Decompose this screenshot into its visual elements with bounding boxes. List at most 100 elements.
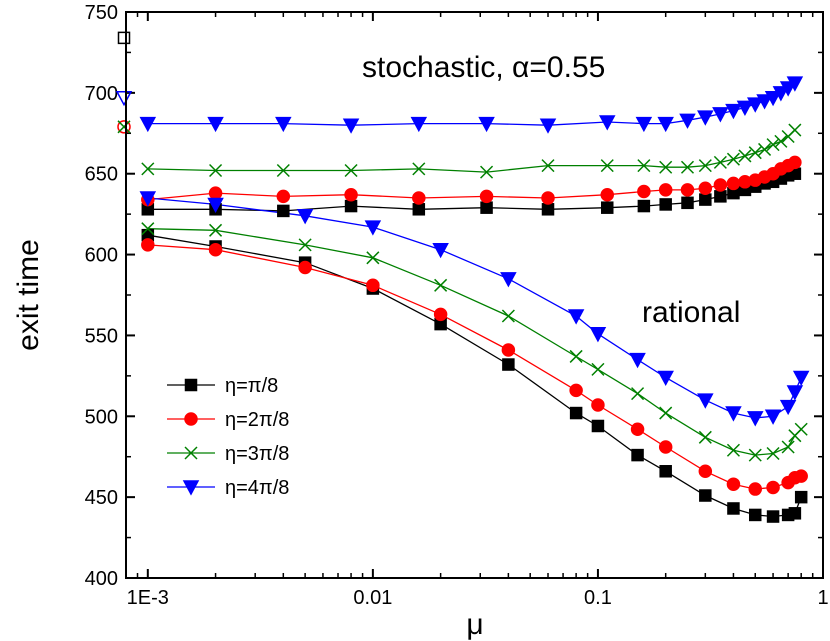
marker-stroke — [184, 446, 198, 460]
data-point-1-rational — [502, 358, 515, 371]
data-point-3-rational — [794, 422, 808, 436]
data-point-4-rational — [792, 370, 810, 387]
data-point-2-stochastic — [344, 187, 358, 202]
data-point-3-stochastic — [141, 162, 155, 176]
data-point-3-stochastic — [748, 146, 762, 160]
axis-open-marker — [117, 120, 131, 134]
marker-stroke — [774, 134, 788, 148]
legend: η=π/8 η=2π/8 η=3π/8 η=4π/8 — [167, 375, 289, 499]
data-point-1-rational — [794, 490, 808, 504]
data-point-1-rational — [591, 419, 605, 433]
marker-stroke — [726, 152, 740, 166]
data-point-3-stochastic — [276, 163, 290, 178]
data-point-4-rational — [432, 242, 449, 259]
marker-stroke — [766, 138, 780, 152]
data-point-4-stochastic — [478, 116, 495, 133]
x-tick-label: 0.1 — [584, 587, 612, 609]
data-point-2-stochastic — [541, 191, 555, 205]
data-point-3-stochastic — [412, 162, 426, 176]
data-point-2-rational — [366, 278, 380, 293]
marker-stroke — [680, 160, 695, 174]
data-point-4-stochastic — [756, 94, 773, 110]
data-point-2-rational — [726, 477, 741, 491]
data-point-1-rational — [766, 510, 780, 523]
data-point-4-rational — [764, 409, 782, 425]
data-point-2-stochastic — [276, 189, 291, 204]
marker-stroke — [758, 142, 772, 156]
data-point-2-stochastic — [726, 176, 741, 191]
y-tick-label: 650 — [85, 164, 118, 186]
data-point-3-rational — [659, 406, 673, 420]
marker-stroke — [591, 362, 605, 376]
data-point-3-stochastic — [713, 155, 727, 169]
marker-stroke — [209, 223, 223, 237]
plot-frame — [125, 11, 824, 579]
data-point-2-stochastic — [788, 155, 802, 170]
data-point-4-rational — [725, 406, 742, 422]
data-point-2-stochastic — [637, 184, 651, 199]
data-point-3-stochastic — [758, 142, 772, 156]
marker-stroke — [713, 155, 727, 169]
data-point-4-rational — [746, 411, 764, 427]
y-tick-label: 750 — [85, 2, 118, 24]
data-point-4-stochastic — [410, 116, 428, 133]
axis-open-marker — [115, 90, 133, 107]
marker-stroke — [600, 159, 614, 173]
data-point-3-rational — [766, 446, 780, 461]
data-point-1-stochastic — [637, 199, 651, 213]
axis-open-marker — [117, 31, 131, 45]
marker-stroke — [631, 387, 645, 401]
y-tick-label: 500 — [85, 406, 118, 428]
data-point-4-rational — [364, 220, 382, 236]
marker-stroke — [366, 251, 380, 265]
data-point-4-rational — [139, 191, 157, 207]
marker-stroke — [276, 163, 290, 178]
data-point-3-rational — [366, 251, 380, 265]
data-point-2-rational — [208, 242, 223, 257]
data-point-1-rational — [631, 448, 644, 462]
marker-stroke — [788, 123, 802, 137]
data-point-4-stochastic — [139, 116, 157, 133]
data-point-1-rational — [699, 489, 712, 502]
data-point-2-rational — [658, 440, 673, 454]
data-point-3-stochastic — [344, 163, 358, 178]
data-point-4-stochastic — [736, 100, 754, 116]
data-point-1-stochastic — [480, 201, 493, 214]
data-point-1-rational — [788, 507, 802, 520]
data-point-3-rational — [434, 278, 448, 292]
data-point-4-stochastic — [746, 97, 764, 113]
data-point-3-rational — [501, 309, 515, 323]
data-point-3-stochastic — [480, 165, 494, 179]
data-point-4-rational — [567, 309, 585, 325]
data-point-3-rational — [748, 448, 762, 462]
data-point-3-rational — [209, 223, 223, 237]
data-point-1-stochastic — [659, 198, 672, 211]
data-point-2-rational — [630, 422, 645, 436]
marker-stroke — [659, 406, 673, 420]
data-point-2-stochastic — [412, 191, 426, 205]
series-line-1-stochastic — [147, 173, 796, 212]
data-point-3-rational — [569, 349, 583, 363]
data-point-1-stochastic — [541, 203, 555, 216]
series-line-3-stochastic — [147, 129, 796, 173]
marker-stroke — [794, 422, 808, 436]
marker-stroke — [209, 163, 223, 178]
data-point-4-rational — [629, 352, 646, 369]
data-point-1-stochastic — [681, 196, 694, 210]
x-axis-title: μ — [466, 608, 483, 641]
data-point-3-stochastic — [680, 160, 695, 174]
data-point-4-stochastic — [712, 107, 729, 123]
series-line-2-stochastic — [147, 161, 796, 201]
data-point-3-stochastic — [766, 138, 780, 152]
data-point-4-rational — [697, 393, 714, 409]
marker-stroke — [659, 160, 673, 174]
data-point-2-stochastic — [208, 186, 223, 200]
data-point-2-stochastic — [479, 189, 494, 204]
legend-label-3: η=3π/8 — [225, 443, 289, 465]
data-point-2-rational — [591, 398, 605, 412]
data-point-3-rational — [631, 387, 645, 401]
axis-ticks: 400 450 500 550 600 650 700 750 1E-3 0.01 0.1 1 — [85, 2, 829, 609]
data-point-2-rational — [298, 260, 312, 275]
data-point-2-rational — [748, 482, 762, 496]
data-point-3-rational — [298, 238, 312, 252]
